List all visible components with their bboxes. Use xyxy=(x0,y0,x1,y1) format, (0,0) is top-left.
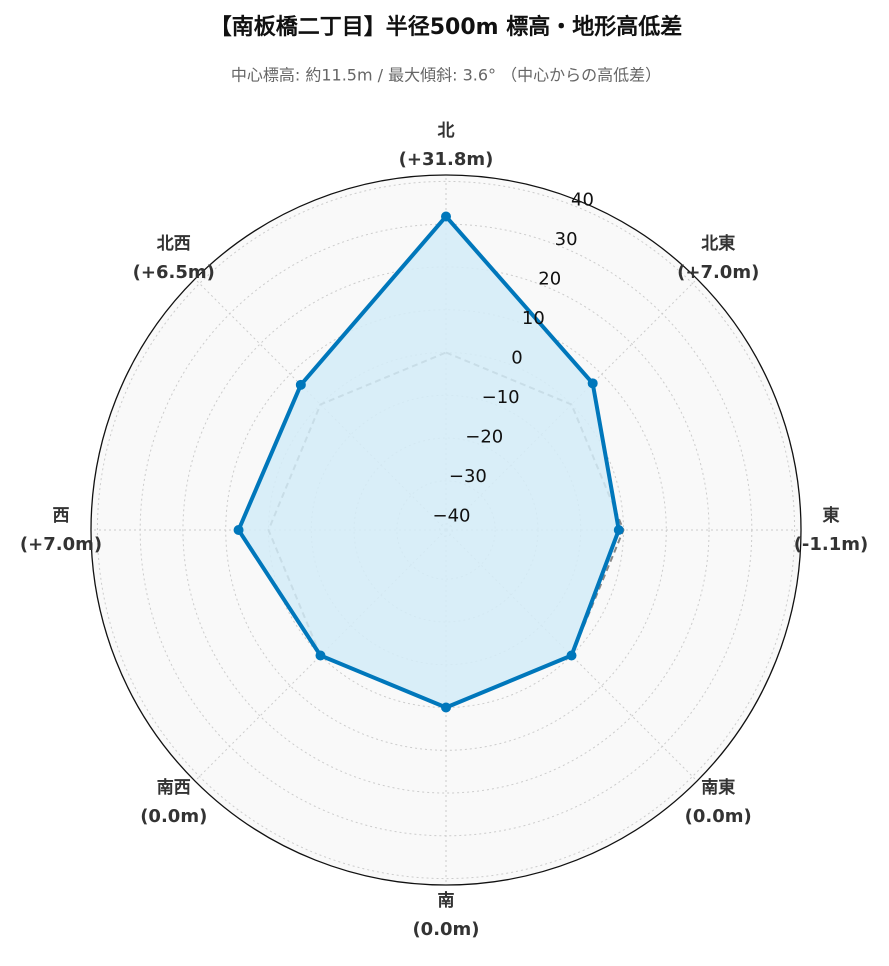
category-label: 南東 xyxy=(701,777,735,798)
category-label: 北東 xyxy=(701,233,735,254)
data-point xyxy=(233,525,244,535)
value-label: (0.0m) xyxy=(412,919,479,940)
grid-spoke xyxy=(194,529,447,782)
r-tick-label: 40 xyxy=(571,190,594,211)
data-point xyxy=(613,525,624,535)
r-tick-label: 30 xyxy=(555,229,578,250)
value-label: (+6.5m) xyxy=(133,262,215,283)
value-label: (0.0m) xyxy=(685,806,752,827)
grid-spoke xyxy=(445,278,698,531)
category-label: 北 xyxy=(438,121,455,141)
value-label: (+7.0m) xyxy=(677,262,759,283)
r-tick-label: −10 xyxy=(482,387,520,408)
data-point xyxy=(295,379,306,390)
series-area xyxy=(238,216,619,708)
chart-subtitle: 中心標高: 約11.5m / 最大傾斜: 3.6° （中心からの高低差） xyxy=(231,66,661,85)
r-tick-label: 10 xyxy=(522,308,545,329)
category-label: 北西 xyxy=(157,234,191,254)
value-label: (0.0m) xyxy=(140,806,207,827)
r-tick-label: 0 xyxy=(511,348,522,369)
category-label: 西 xyxy=(53,506,70,526)
value-label: (-1.1m) xyxy=(794,534,869,555)
r-tick-label: −30 xyxy=(449,466,487,487)
chart-title: 【南板橋二丁目】半径500m 標高・地形高低差 xyxy=(210,14,683,40)
grid-spoke xyxy=(194,278,447,531)
data-point xyxy=(587,378,598,389)
grid-circle xyxy=(182,266,710,794)
grid-circle xyxy=(96,180,796,880)
data-point xyxy=(566,650,577,661)
r-tick-label: −40 xyxy=(433,506,471,527)
r-tick-label: −20 xyxy=(465,427,503,448)
data-point xyxy=(441,702,451,713)
value-label: (+7.0m) xyxy=(20,534,102,555)
value-label: (+31.8m) xyxy=(399,149,494,170)
r-tick-label: 20 xyxy=(538,269,561,290)
grid-spoke xyxy=(445,529,698,782)
category-label: 南西 xyxy=(157,777,191,798)
data-point xyxy=(441,211,451,222)
category-label: 南 xyxy=(438,890,455,911)
plot-border xyxy=(90,174,802,886)
category-label: 東 xyxy=(823,505,840,526)
data-point xyxy=(315,650,326,661)
